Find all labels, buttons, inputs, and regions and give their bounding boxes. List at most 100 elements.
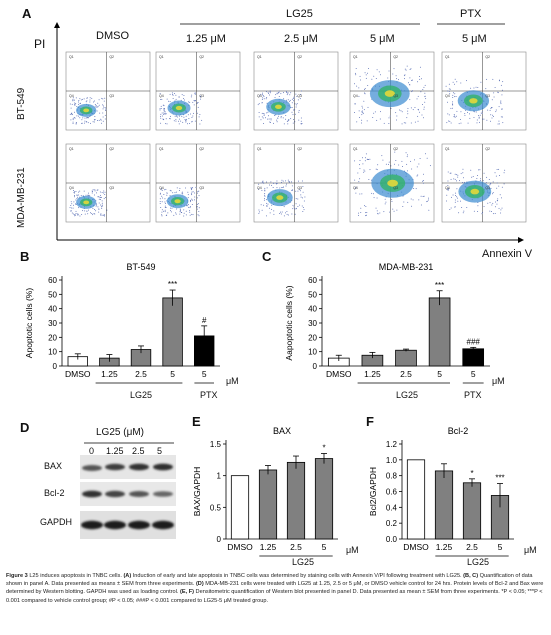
event-dot xyxy=(278,90,280,92)
event-dot xyxy=(423,108,425,110)
event-dot xyxy=(80,195,82,197)
event-dot xyxy=(362,112,364,114)
event-dot xyxy=(96,204,98,206)
event-dot xyxy=(398,164,400,166)
event-dot xyxy=(92,208,94,210)
event-dot xyxy=(103,105,105,107)
event-dot xyxy=(452,97,454,99)
event-dot xyxy=(354,179,356,181)
event-dot xyxy=(299,204,301,206)
event-dot xyxy=(453,83,455,85)
event-dot xyxy=(164,205,166,207)
event-dot xyxy=(269,212,271,214)
event-dot xyxy=(418,76,420,78)
quadrant-label: Q4 xyxy=(445,94,450,98)
event-dot xyxy=(161,112,163,114)
significance-marker: *** xyxy=(435,281,444,290)
event-dot xyxy=(418,163,420,165)
quadrant-label: Q1 xyxy=(69,55,74,59)
event-dot xyxy=(385,163,387,165)
chart-b-lg25-label: LG25 xyxy=(130,390,153,400)
event-dot xyxy=(83,98,85,100)
event-dot xyxy=(457,174,459,176)
event-dot xyxy=(476,119,478,121)
event-dot xyxy=(159,108,161,110)
event-dot xyxy=(269,121,271,123)
event-dot xyxy=(490,120,492,122)
event-dot xyxy=(95,203,97,205)
event-dot xyxy=(266,112,268,114)
event-dot xyxy=(495,175,497,177)
event-dot xyxy=(494,206,496,208)
event-dot xyxy=(103,100,105,102)
quadrant-label: Q4 xyxy=(353,186,358,190)
event-dot xyxy=(195,200,197,202)
event-dot xyxy=(411,90,413,92)
event-dot xyxy=(501,108,503,110)
event-dot xyxy=(280,117,282,119)
event-dot xyxy=(175,115,177,117)
event-dot xyxy=(261,102,263,104)
event-dot xyxy=(287,123,289,125)
event-dot xyxy=(289,100,291,102)
caption-ref-d: (D) xyxy=(195,581,204,588)
event-dot xyxy=(450,122,452,124)
chart-title: Bcl-2 xyxy=(448,426,469,436)
event-dot xyxy=(498,106,500,108)
event-dot xyxy=(393,68,395,70)
event-dot xyxy=(188,206,190,208)
event-dot xyxy=(189,210,191,212)
event-dot xyxy=(258,183,260,185)
event-dot xyxy=(164,209,166,211)
event-dot xyxy=(182,193,184,195)
event-dot xyxy=(196,102,198,104)
event-dot xyxy=(452,92,454,94)
event-dot xyxy=(363,112,365,114)
event-dot xyxy=(100,122,102,124)
event-dot xyxy=(88,192,90,194)
event-dot xyxy=(482,118,484,120)
event-dot xyxy=(101,202,103,204)
event-dot xyxy=(362,107,364,109)
event-dot xyxy=(466,207,468,209)
event-dot xyxy=(379,118,381,120)
event-dot xyxy=(293,97,295,99)
event-dot xyxy=(405,69,407,71)
event-dot xyxy=(354,72,356,74)
event-dot xyxy=(266,202,268,204)
event-dot xyxy=(101,97,103,99)
event-dot xyxy=(261,181,263,183)
event-dot xyxy=(101,206,103,208)
blot-conc-0: 0 xyxy=(89,446,95,456)
event-dot xyxy=(262,113,264,115)
event-dot xyxy=(366,158,368,160)
event-dot xyxy=(385,201,387,203)
event-dot xyxy=(101,192,103,194)
event-dot xyxy=(424,84,426,86)
event-dot xyxy=(448,83,450,85)
chart-f-unit: μM xyxy=(524,545,537,555)
blot-label-bcl2: Bcl-2 xyxy=(44,488,65,498)
event-dot xyxy=(407,108,409,110)
event-dot xyxy=(271,208,273,210)
event-dot xyxy=(301,180,303,182)
event-dot xyxy=(190,96,192,98)
event-dot xyxy=(497,198,499,200)
event-dot xyxy=(91,213,93,215)
event-dot xyxy=(481,213,483,215)
event-dot xyxy=(300,90,302,92)
event-dot xyxy=(159,193,161,195)
quadrant-label: Q3 xyxy=(297,186,302,190)
event-dot xyxy=(456,174,458,176)
event-dot xyxy=(358,87,360,89)
event-dot xyxy=(100,213,102,215)
event-dot xyxy=(292,204,294,206)
event-dot xyxy=(179,213,181,215)
event-dot xyxy=(497,199,499,201)
event-dot xyxy=(74,203,76,205)
event-dot xyxy=(159,92,161,94)
event-dot xyxy=(383,122,385,124)
event-dot xyxy=(456,110,458,112)
event-dot xyxy=(198,190,200,192)
event-dot xyxy=(500,116,502,118)
